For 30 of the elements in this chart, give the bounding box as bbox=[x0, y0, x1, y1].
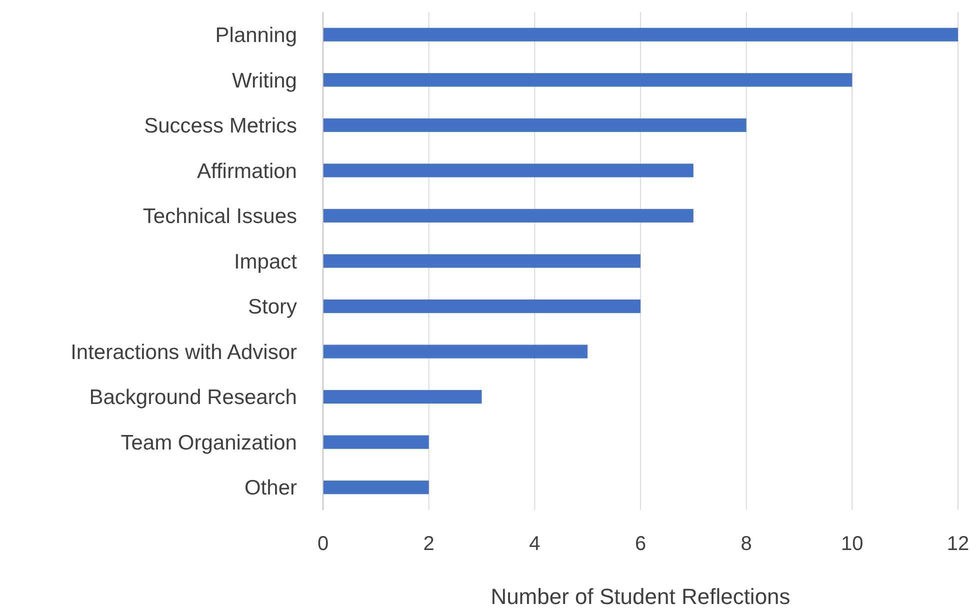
y-tick-label: Affirmation bbox=[197, 160, 297, 183]
y-tick-label: Background Research bbox=[89, 386, 297, 410]
bar bbox=[323, 208, 694, 223]
y-tick-label: Team Organization bbox=[120, 431, 297, 454]
y-tick-label: Writing bbox=[232, 69, 297, 92]
bar bbox=[323, 435, 429, 449]
x-tick-label: 8 bbox=[740, 533, 752, 555]
bar bbox=[323, 390, 482, 404]
bar bbox=[323, 254, 640, 268]
y-tick-label: Impact bbox=[234, 250, 298, 274]
x-tick-label: 10 bbox=[841, 533, 864, 555]
y-tick-label: Planning bbox=[215, 24, 297, 47]
bar bbox=[323, 73, 852, 87]
y-tick-label: Success Metrics bbox=[144, 114, 297, 138]
x-tick-label: 6 bbox=[634, 533, 646, 555]
x-tick-label: 4 bbox=[529, 533, 540, 555]
bar bbox=[323, 164, 694, 178]
x-axis-title: Number of Student Reflections bbox=[490, 584, 790, 609]
bar bbox=[323, 299, 640, 314]
bar bbox=[323, 118, 746, 132]
bar bbox=[323, 480, 429, 494]
y-tick-label: Other bbox=[244, 476, 297, 500]
x-tick-label: 2 bbox=[423, 533, 434, 555]
y-tick-label: Interactions with Advisor bbox=[70, 340, 298, 364]
x-tick-label: 0 bbox=[317, 533, 329, 555]
y-tick-label: Technical Issues bbox=[142, 205, 297, 228]
bar bbox=[323, 344, 588, 358]
bar bbox=[323, 28, 958, 42]
y-tick-label: Story bbox=[248, 296, 298, 319]
x-tick-label: 12 bbox=[946, 533, 970, 555]
